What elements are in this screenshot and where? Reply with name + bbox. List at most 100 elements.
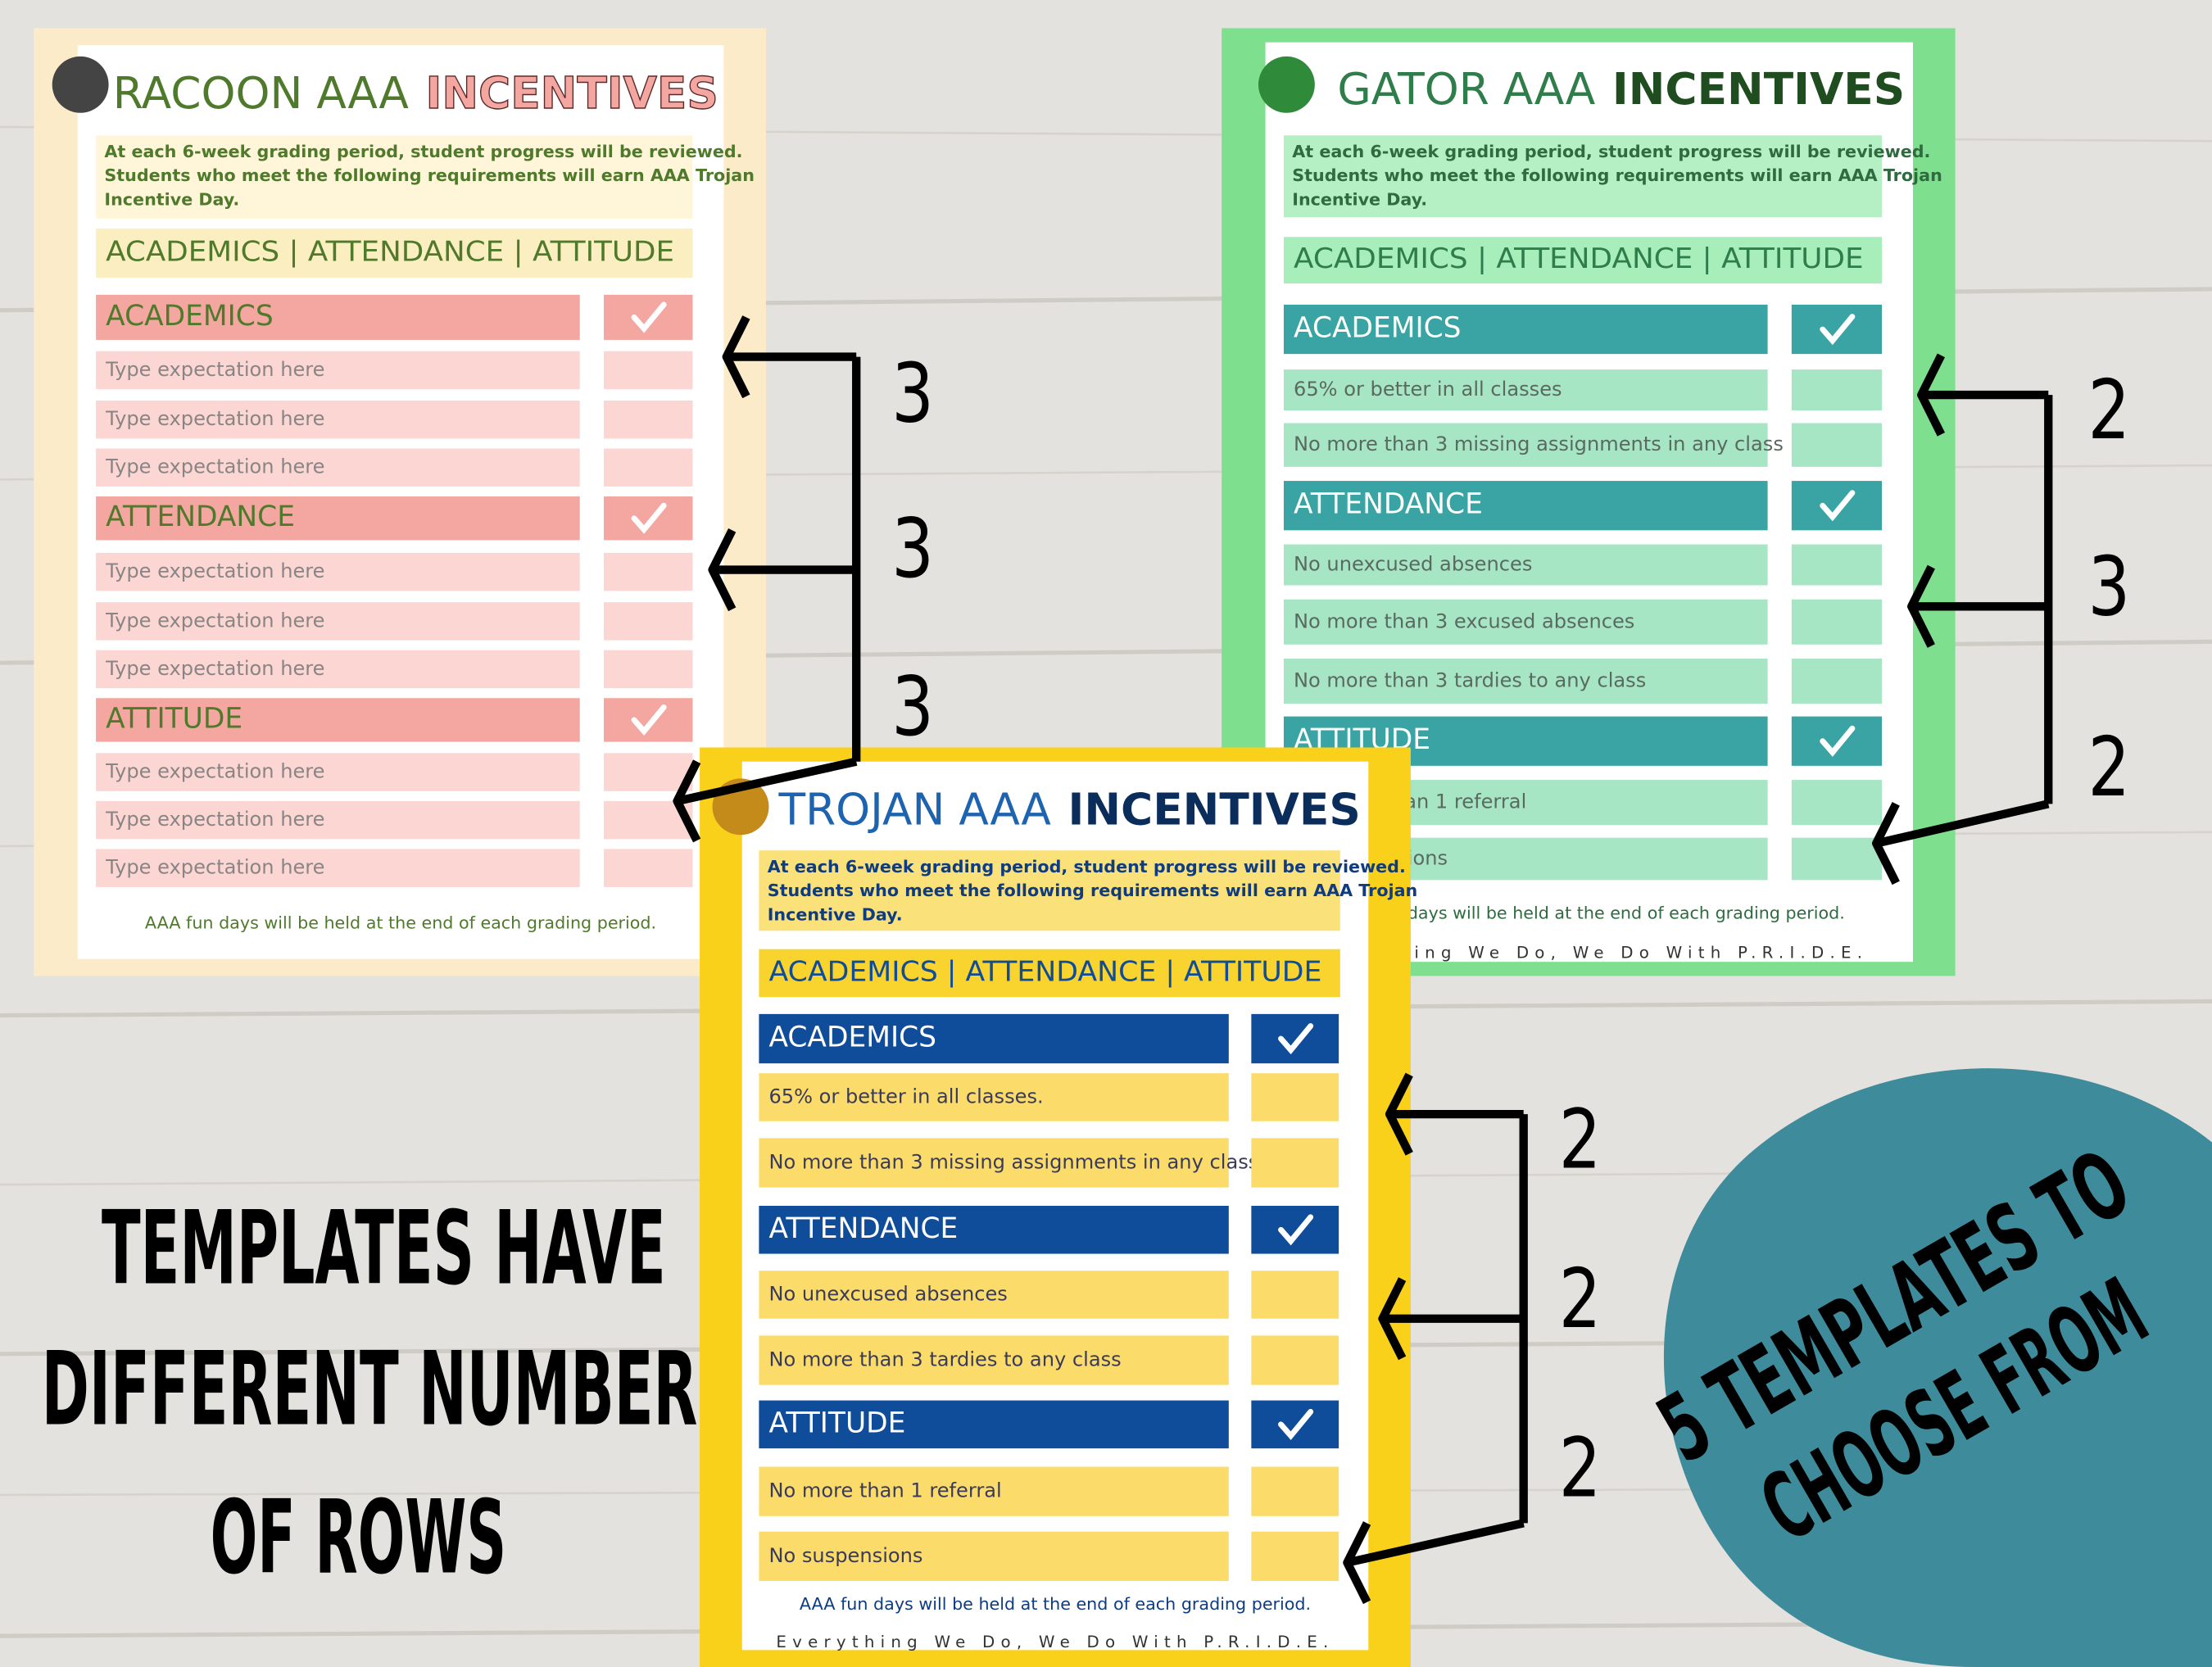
section-header bbox=[759, 1206, 1229, 1254]
requirement-row bbox=[96, 602, 580, 641]
section-header bbox=[759, 1400, 1229, 1449]
requirement-check-box bbox=[603, 448, 693, 487]
section-header bbox=[96, 496, 580, 541]
arrow-head bbox=[1872, 802, 1900, 886]
requirement-row bbox=[96, 849, 580, 887]
requirement-text: No more than 1 referral bbox=[768, 1479, 1001, 1502]
card-footer: AAA fun days will be held at the end of … bbox=[145, 913, 656, 933]
requirement-row bbox=[759, 1138, 1229, 1188]
requirement-row bbox=[96, 753, 580, 791]
checkmark bbox=[631, 704, 667, 736]
requirement-row bbox=[759, 1466, 1229, 1516]
requirement-row bbox=[1283, 423, 1768, 467]
left-caption: OF ROWS bbox=[211, 1479, 507, 1597]
requirement-check-box bbox=[1251, 1073, 1339, 1121]
left-caption: DIFFERENT NUMBER bbox=[42, 1331, 698, 1449]
check-box bbox=[1251, 1206, 1339, 1254]
requirement-text: No unexcused absences bbox=[768, 1282, 1007, 1305]
template-card: RACOON AAA INCENTIVES At each 6-week gradi… bbox=[34, 28, 767, 976]
requirement-row bbox=[759, 1073, 1229, 1121]
title-name: RACOON AAA bbox=[113, 67, 410, 119]
intro-text: At each 6-week grading period, student p… bbox=[768, 857, 1406, 877]
arrow-head bbox=[673, 759, 701, 843]
requirement-row bbox=[1283, 599, 1768, 645]
intro-text: Students who meet the following requirem… bbox=[1292, 165, 1942, 185]
requirement-row bbox=[759, 1271, 1229, 1319]
card-title: TROJAN AAA INCENTIVES bbox=[778, 783, 1361, 835]
requirement-text: Type expectation here bbox=[105, 609, 324, 632]
check-box bbox=[1251, 1400, 1339, 1449]
requirement-text: Type expectation here bbox=[105, 760, 324, 783]
checkmark bbox=[1820, 490, 1856, 522]
section-header bbox=[96, 698, 580, 742]
title-word: INCENTIVES bbox=[1068, 783, 1361, 835]
card-motto: Everything We Do, We Do With P.R.I.D.E. bbox=[1310, 943, 1868, 962]
section-heading: ATTITUDE bbox=[106, 702, 243, 735]
requirement-check-box bbox=[603, 849, 693, 887]
requirement-text: No more than 3 tardies to any class bbox=[1294, 669, 1646, 692]
check-box bbox=[1791, 304, 1883, 355]
row-count: 3 bbox=[891, 346, 934, 442]
brackets: 3 3 3 2 3 2 2 2 2 bbox=[673, 315, 2130, 1605]
banner-text: ACADEMICS | ATTENDANCE | ATTITUDE bbox=[768, 955, 1321, 987]
section-header bbox=[759, 1013, 1229, 1064]
requirement-text: 65% or better in all classes. bbox=[768, 1085, 1043, 1108]
arrow-head bbox=[1378, 1277, 1407, 1361]
row-count: 3 bbox=[2087, 538, 2130, 634]
row-count: 3 bbox=[891, 659, 934, 754]
requirement-check-box bbox=[1791, 369, 1883, 411]
intro-text: Students who meet the following requirem… bbox=[104, 165, 755, 185]
intro-box bbox=[759, 850, 1340, 931]
requirement-text: Type expectation here bbox=[105, 808, 324, 831]
title-word: INCENTIVES bbox=[426, 67, 718, 119]
card-footer: AAA fun days will be held at the end of … bbox=[800, 1594, 1311, 1614]
requirement-check-box bbox=[603, 650, 693, 689]
checkmark bbox=[1278, 1214, 1314, 1246]
card-footer: AAA fun days will be held at the end of … bbox=[1334, 904, 1845, 923]
section-heading: ACADEMICS bbox=[768, 1021, 936, 1054]
requirement-row bbox=[96, 400, 580, 439]
requirement-row bbox=[1283, 659, 1768, 704]
check-box bbox=[1251, 1013, 1339, 1064]
title-name: GATOR AAA bbox=[1337, 63, 1595, 115]
checkmark bbox=[631, 301, 667, 333]
requirement-text: Type expectation here bbox=[105, 455, 324, 478]
requirement-check-box bbox=[1251, 1138, 1339, 1188]
requirement-text: Type expectation here bbox=[105, 358, 324, 381]
banner-text: ACADEMICS | ATTENDANCE | ATTITUDE bbox=[106, 236, 674, 268]
requirement-check-box bbox=[1791, 544, 1883, 586]
arrow-head bbox=[708, 528, 737, 612]
requirement-check-box bbox=[603, 753, 693, 791]
requirement-check-box bbox=[1251, 1531, 1339, 1581]
requirement-check-box bbox=[603, 552, 693, 591]
requirement-text: Type expectation here bbox=[105, 559, 324, 582]
requirement-check-box bbox=[1251, 1271, 1339, 1319]
requirement-check-box bbox=[1791, 837, 1883, 881]
section-heading: ATTENDANCE bbox=[1294, 488, 1483, 521]
blob bbox=[1663, 1068, 2212, 1667]
checkmark bbox=[1820, 314, 1856, 346]
intro-text: At each 6-week grading period, student p… bbox=[1292, 142, 1930, 161]
requirement-text: No more than 3 tardies to any class bbox=[768, 1348, 1121, 1371]
check-box bbox=[1791, 481, 1883, 531]
check-box bbox=[603, 496, 693, 541]
row-count: 2 bbox=[1559, 1420, 1602, 1515]
requirement-check-box bbox=[603, 400, 693, 439]
section-heading: ACADEMICS bbox=[1294, 312, 1462, 345]
requirement-text: No more than 3 excused absences bbox=[1294, 609, 1634, 632]
template-card: GATOR AAA INCENTIVES At each 6-week gradin… bbox=[1222, 28, 1956, 976]
requirement-text: Type expectation here bbox=[105, 657, 324, 680]
arrow-head bbox=[1917, 353, 1946, 437]
requirement-text: No more than 3 missing assignments in an… bbox=[1294, 433, 1784, 455]
requirement-check-box bbox=[1791, 659, 1883, 704]
banner-box bbox=[759, 949, 1340, 998]
requirement-check-box bbox=[1251, 1466, 1339, 1516]
requirement-check-box bbox=[1791, 780, 1883, 826]
intro-box bbox=[1283, 135, 1883, 218]
intro-text: At each 6-week grading period, student p… bbox=[104, 142, 742, 161]
requirement-row bbox=[1283, 369, 1768, 411]
arrow-head bbox=[1907, 564, 1935, 648]
requirement-row bbox=[96, 552, 580, 591]
